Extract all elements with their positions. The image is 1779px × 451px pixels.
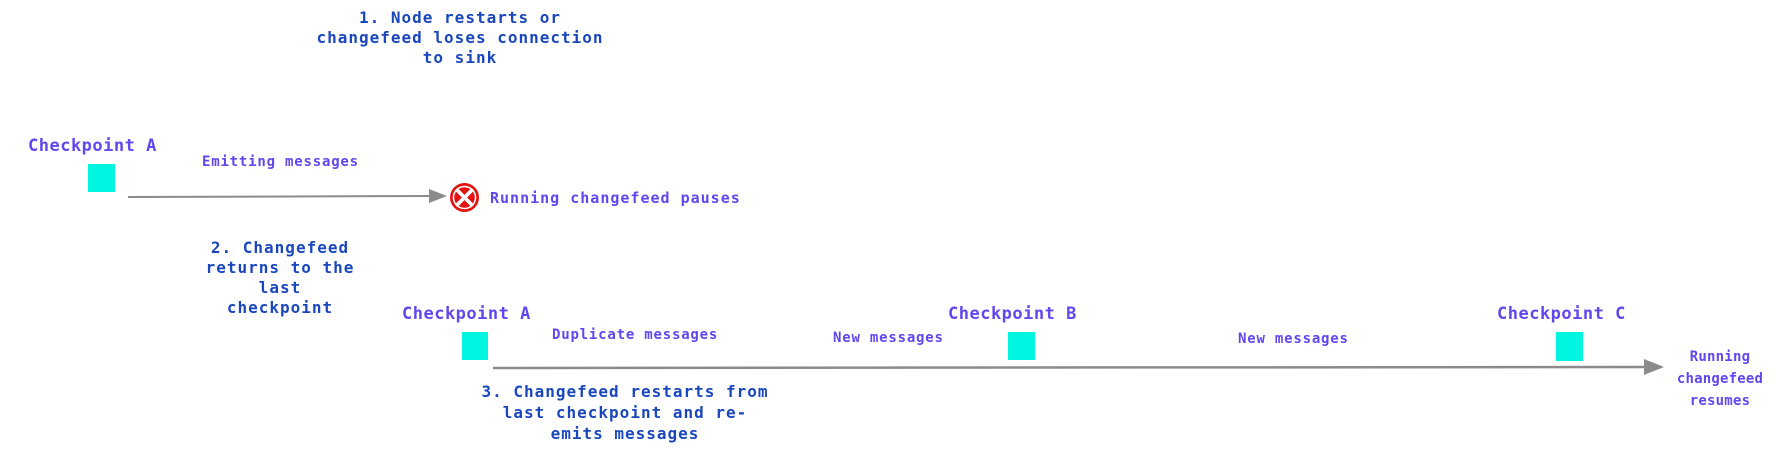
step2-note: 2. Changefeed returns to the last checkp… xyxy=(205,238,355,317)
resume-arrow xyxy=(492,359,1664,375)
checkpoint-a2-square xyxy=(462,332,488,360)
checkpoint-b-square xyxy=(1008,332,1035,360)
timeline1-checkpoint-a-label: Checkpoint A xyxy=(28,136,157,156)
new-messages-1-label: New messages xyxy=(833,330,944,346)
error-x-circle-icon xyxy=(449,182,480,213)
pause-arrow xyxy=(127,189,447,203)
checkpoint-c-square xyxy=(1556,332,1583,361)
timeline2-checkpoint-a-label: Checkpoint A xyxy=(402,304,531,324)
running-changefeed-pauses-label: Running changefeed pauses xyxy=(490,189,741,207)
timeline2-checkpoint-b-label: Checkpoint B xyxy=(948,304,1077,324)
duplicate-messages-label: Duplicate messages xyxy=(552,327,719,343)
new-messages-2-label: New messages xyxy=(1238,331,1349,347)
step1-note: 1. Node restarts or changefeed loses con… xyxy=(316,8,604,67)
timeline2-checkpoint-c-label: Checkpoint C xyxy=(1497,304,1626,324)
checkpoint-a-square xyxy=(88,164,115,192)
emitting-messages-label: Emitting messages xyxy=(202,154,359,170)
running-changefeed-resumes-label: Running changefeed resumes xyxy=(1676,349,1764,409)
step3-note: 3. Changefeed restarts from last checkpo… xyxy=(481,382,769,443)
